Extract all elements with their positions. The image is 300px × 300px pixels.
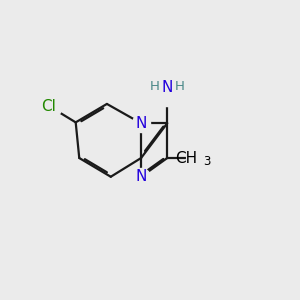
Text: N: N — [135, 116, 147, 131]
Text: H: H — [175, 80, 185, 93]
Text: 3: 3 — [203, 155, 210, 168]
Text: H: H — [150, 80, 160, 93]
Text: N: N — [135, 169, 147, 184]
Text: Cl: Cl — [41, 98, 56, 113]
Text: N: N — [162, 80, 173, 95]
Text: CH: CH — [176, 151, 198, 166]
